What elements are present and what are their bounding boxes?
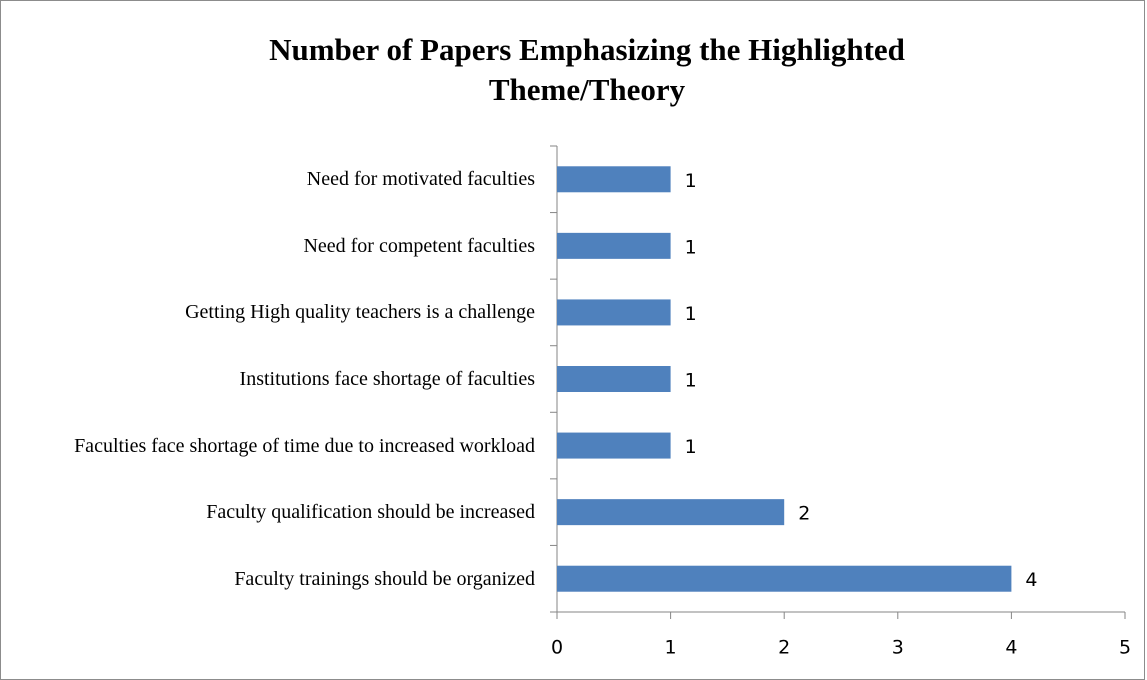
category-label: Faculty trainings should be organized	[234, 567, 535, 590]
value-label: 1	[685, 303, 697, 325]
bar	[557, 432, 671, 459]
value-label: 1	[685, 370, 697, 392]
value-label: 4	[1025, 569, 1037, 591]
category-label: Faculty qualification should be increase…	[206, 501, 535, 524]
category-label: Need for competent faculties	[303, 234, 535, 257]
category-label: Getting High quality teachers is a chall…	[185, 301, 535, 324]
bar	[557, 299, 671, 326]
chart-title: Number of Papers Emphasizing the Highlig…	[269, 32, 905, 107]
value-label: 1	[685, 436, 697, 458]
x-tick-label: 1	[665, 637, 677, 659]
bar	[557, 565, 1012, 592]
x-tick-label: 4	[1005, 637, 1017, 659]
x-tick-label: 5	[1119, 637, 1131, 659]
value-label: 1	[685, 236, 697, 258]
bar	[557, 232, 671, 259]
value-label: 1	[685, 170, 697, 192]
bar	[557, 166, 671, 193]
category-label: Institutions face shortage of faculties	[239, 368, 535, 390]
category-label: Faculties face shortage of time due to i…	[74, 434, 535, 457]
x-tick-label: 0	[551, 637, 563, 659]
x-tick-label: 2	[778, 637, 790, 659]
bar	[557, 499, 785, 526]
category-label: Need for motivated faculties	[306, 168, 535, 191]
value-label: 2	[798, 503, 810, 525]
x-tick-label: 3	[892, 637, 904, 659]
bar	[557, 366, 671, 392]
